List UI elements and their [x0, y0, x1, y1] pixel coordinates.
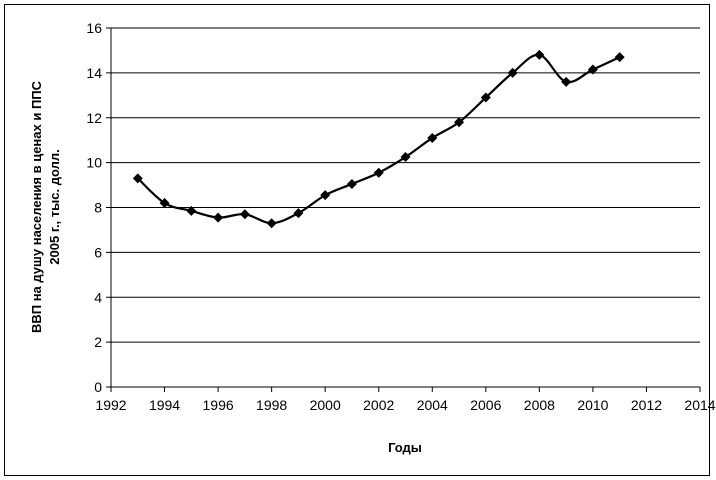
x-tick-label: 2004	[417, 397, 448, 413]
series-line	[137, 53, 621, 225]
y-tick-label: 6	[94, 244, 102, 260]
x-tick-label: 1996	[203, 397, 234, 413]
y-tick-label: 12	[86, 110, 102, 126]
data-point-marker	[480, 92, 491, 103]
x-tick-label: 2002	[363, 397, 394, 413]
data-point-marker	[213, 212, 224, 223]
data-point-marker	[427, 132, 438, 143]
data-point-marker	[132, 173, 143, 184]
y-axis-title-line2: 2005 г., тыс. долл.	[47, 149, 62, 264]
data-point-marker	[373, 167, 384, 178]
y-tick-label: 8	[94, 200, 102, 216]
y-axis-title-line1: ВВП на душу населения в ценах и ППС	[29, 80, 44, 333]
x-tick-label: 2006	[470, 397, 501, 413]
data-point-marker	[186, 205, 197, 216]
data-point-marker	[587, 64, 598, 75]
x-tick-label: 2010	[577, 397, 608, 413]
data-point-marker	[320, 190, 331, 201]
data-point-marker	[534, 49, 545, 60]
x-tick-label: 1992	[95, 397, 126, 413]
data-point-marker	[614, 52, 625, 63]
data-point-marker	[239, 209, 250, 220]
y-tick-labels: 0 2 4 6 8 10 12 14 16	[86, 20, 111, 395]
data-point-marker	[454, 117, 465, 128]
x-axis-title: Годы	[388, 440, 422, 455]
data-point-marker	[507, 67, 518, 78]
x-tick-label: 2008	[524, 397, 555, 413]
data-point-marker	[293, 208, 304, 219]
y-tick-label: 10	[86, 155, 102, 171]
data-point-marker	[400, 152, 411, 163]
data-point-marker	[346, 178, 357, 189]
x-tick-label: 2000	[310, 397, 341, 413]
data-point-marker	[561, 76, 572, 87]
y-tick-label: 2	[94, 334, 102, 350]
data-point-marker	[266, 218, 277, 229]
y-tick-label: 4	[94, 289, 102, 305]
data-point-marker	[159, 198, 170, 209]
y-tick-label: 16	[86, 20, 102, 36]
y-tick-label: 0	[94, 379, 102, 395]
x-tick-labels: 1992 1994 1996 1998 2000 2002 2004 2006 2008 2010…	[95, 387, 716, 413]
y-tick-label: 14	[86, 65, 102, 81]
series-markers	[132, 49, 625, 229]
grid-lines	[111, 27, 700, 343]
x-tick-label: 2012	[631, 397, 662, 413]
chart-frame	[4, 4, 710, 476]
x-tick-label: 2014	[684, 397, 715, 413]
x-tick-label: 1994	[149, 397, 180, 413]
x-tick-label: 1998	[256, 397, 287, 413]
